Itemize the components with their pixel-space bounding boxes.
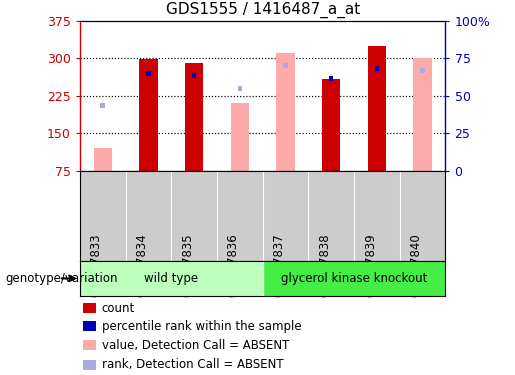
- Text: genotype/variation: genotype/variation: [5, 272, 117, 285]
- Bar: [80, 261, 263, 296]
- Title: GDS1555 / 1416487_a_at: GDS1555 / 1416487_a_at: [165, 2, 360, 18]
- Bar: [83, 360, 96, 370]
- Bar: [139, 59, 158, 171]
- Bar: [374, 66, 379, 70]
- Bar: [83, 321, 96, 331]
- Bar: [263, 261, 445, 296]
- Text: count: count: [102, 302, 135, 315]
- Bar: [94, 148, 112, 171]
- Bar: [100, 103, 105, 108]
- Bar: [420, 68, 425, 73]
- Bar: [329, 76, 334, 81]
- Bar: [83, 303, 96, 313]
- Text: wild type: wild type: [144, 272, 198, 285]
- Bar: [237, 86, 242, 91]
- Bar: [283, 63, 288, 68]
- Bar: [414, 58, 432, 171]
- Bar: [368, 46, 386, 171]
- Text: glycerol kinase knockout: glycerol kinase knockout: [281, 272, 427, 285]
- Bar: [322, 79, 340, 171]
- Bar: [277, 53, 295, 171]
- Text: value, Detection Call = ABSENT: value, Detection Call = ABSENT: [102, 339, 289, 352]
- Bar: [192, 73, 196, 78]
- Bar: [146, 70, 151, 76]
- Bar: [231, 103, 249, 171]
- Text: rank, Detection Call = ABSENT: rank, Detection Call = ABSENT: [102, 358, 283, 371]
- Bar: [83, 340, 96, 350]
- Bar: [185, 63, 203, 171]
- Text: percentile rank within the sample: percentile rank within the sample: [102, 320, 301, 333]
